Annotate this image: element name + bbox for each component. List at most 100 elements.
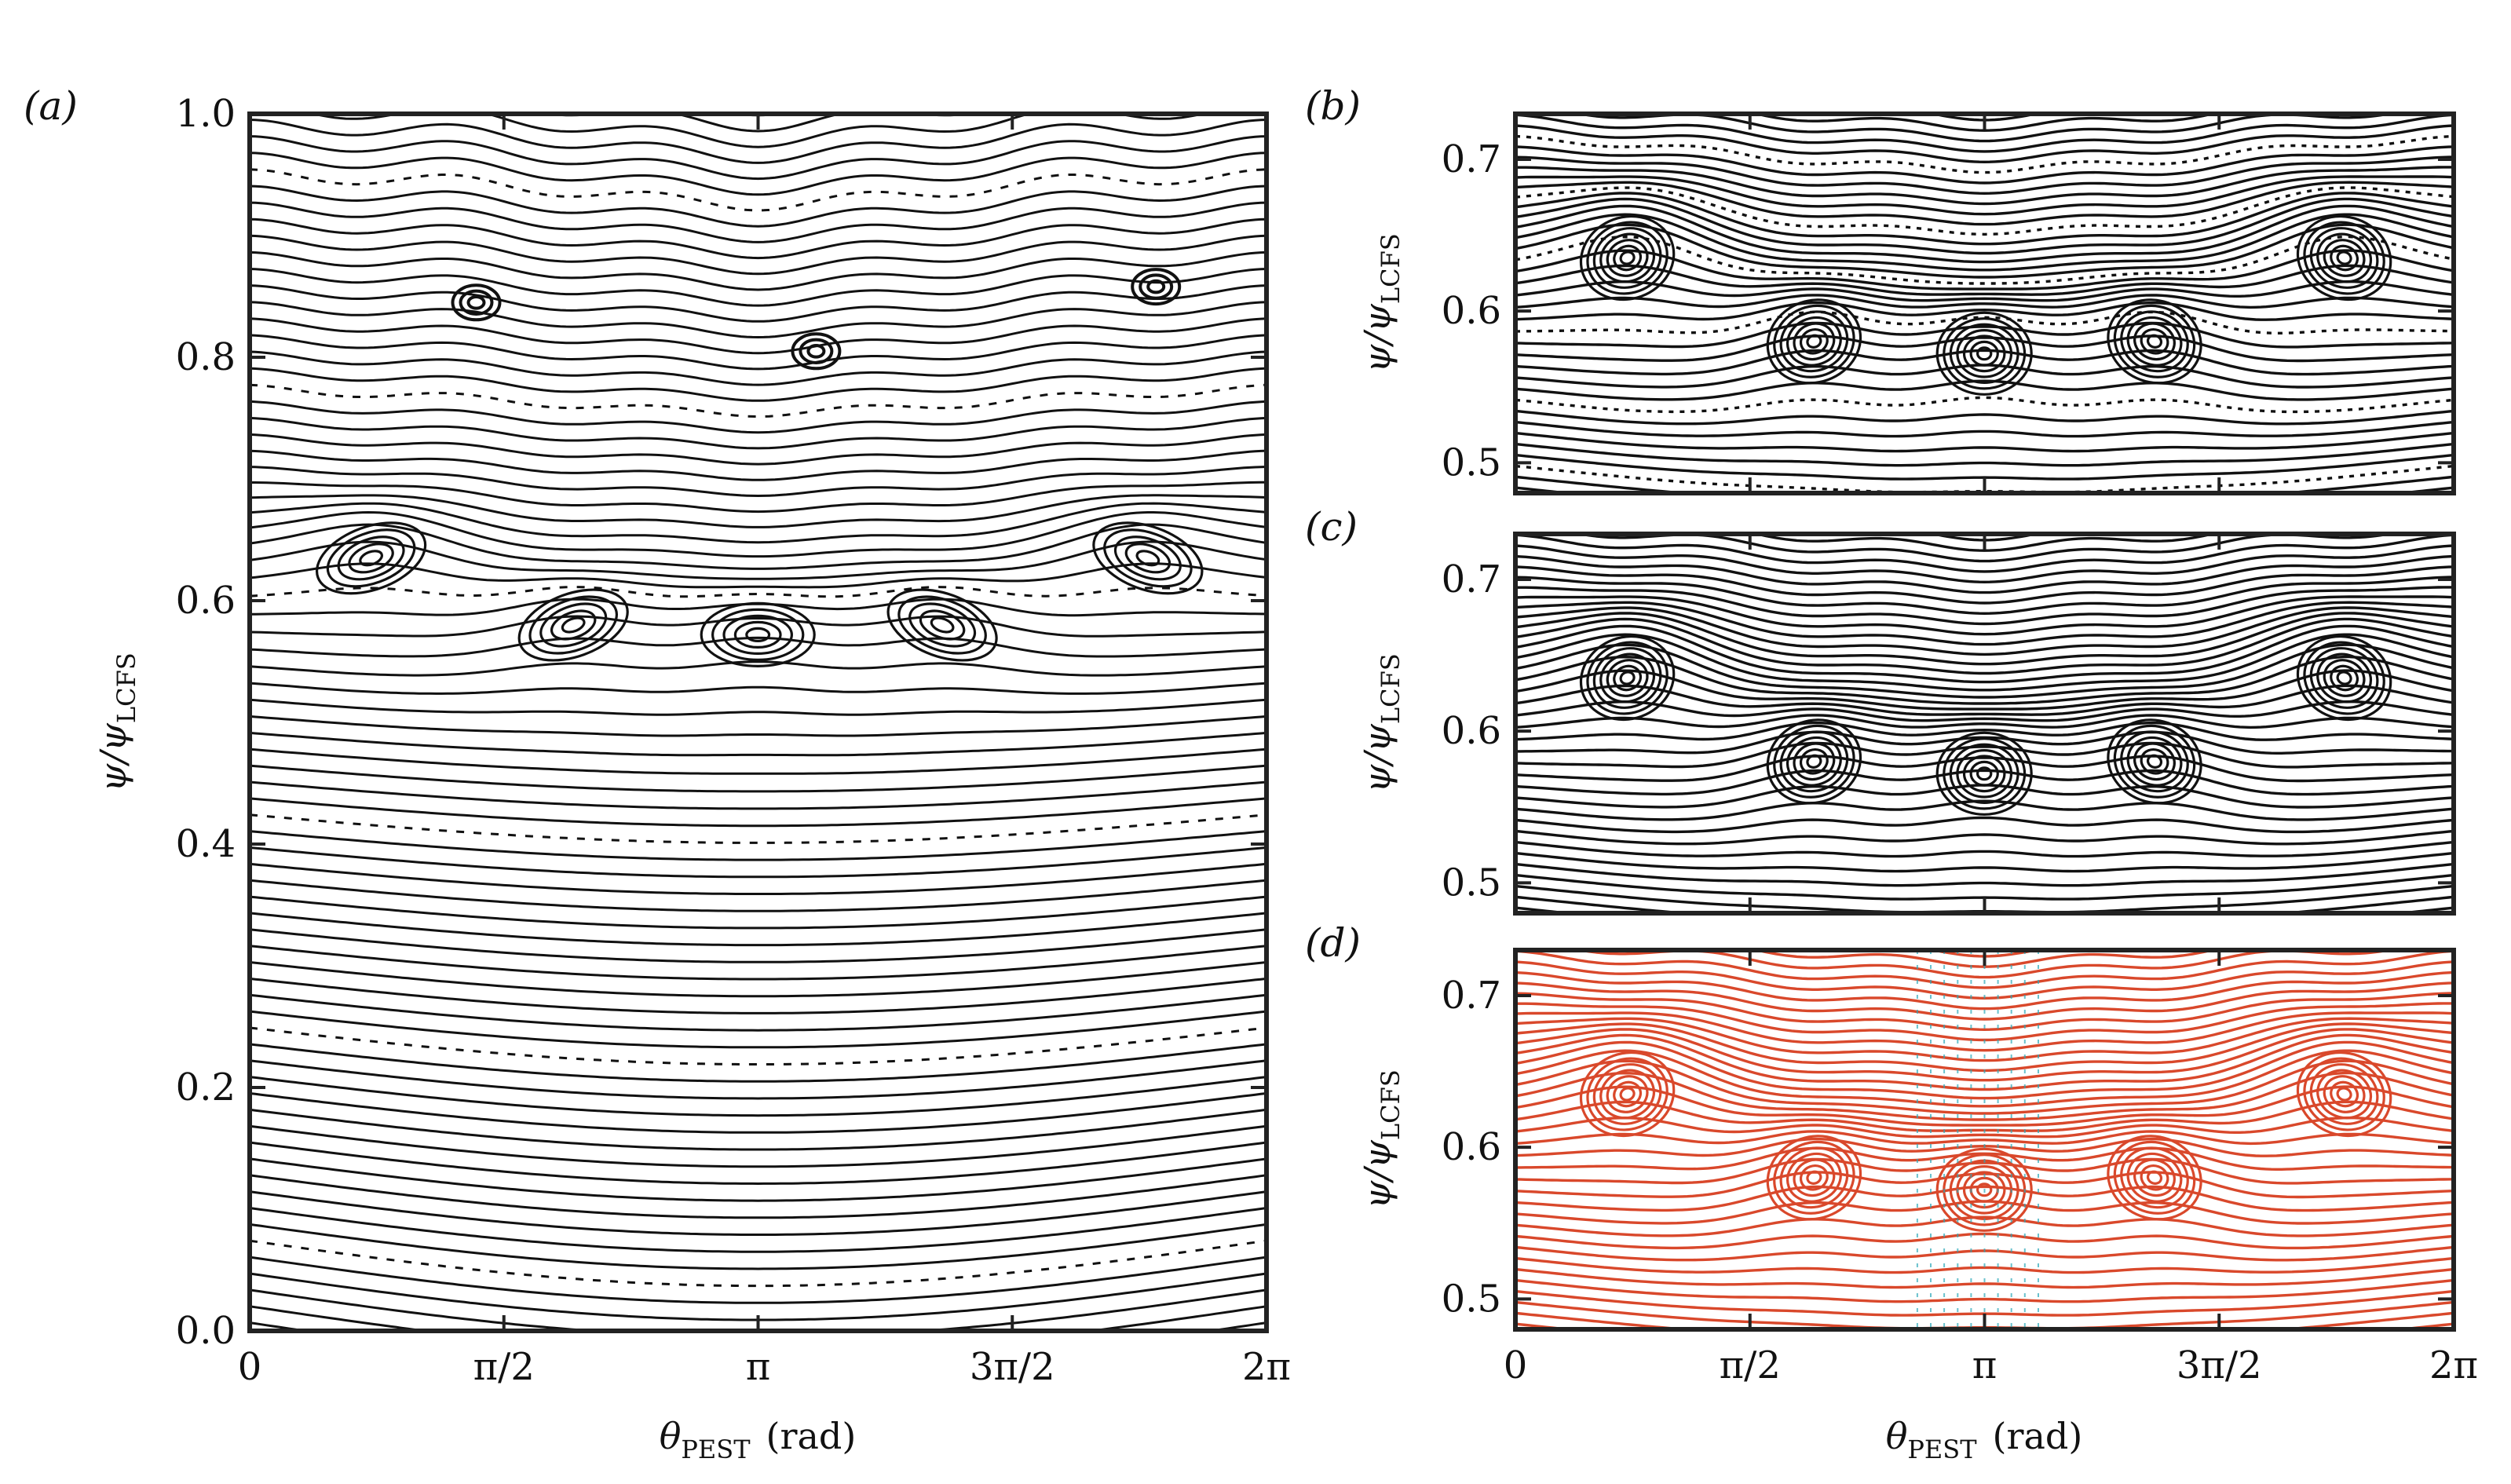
flux-surface-line xyxy=(250,168,1266,212)
flux-surface-line xyxy=(1515,595,2454,636)
flux-surface-line xyxy=(1515,1040,2454,1100)
flux-surface-line xyxy=(250,185,1266,228)
flux-surface-line xyxy=(250,562,1266,589)
magnetic-island-contour xyxy=(517,588,629,662)
flux-surface-line xyxy=(250,284,1266,323)
flux-surface-line xyxy=(1515,204,2454,264)
flux-surface-line xyxy=(1515,1215,2454,1237)
magnetic-island-contour xyxy=(1606,1075,1649,1113)
y-tick-label: 0.7 xyxy=(1442,974,1501,1018)
flux-surface-line xyxy=(250,250,1266,291)
y-tick-label: 0.0 xyxy=(176,1309,236,1353)
flux-surface-line xyxy=(250,586,1266,598)
flux-surface-line xyxy=(1515,1116,2454,1139)
flux-surface-line xyxy=(250,1076,1266,1117)
flux-surface-line xyxy=(1515,643,2454,699)
magnetic-island-contour xyxy=(1599,652,1655,704)
flux-surface-line xyxy=(250,1010,1266,1049)
flux-surface-line xyxy=(1515,49,2454,89)
flux-surface-line xyxy=(1515,280,2454,302)
magnetic-island-contour xyxy=(2120,310,2189,373)
y-tick-label: 0.6 xyxy=(176,579,236,623)
magnetic-island-contour xyxy=(1786,316,1842,367)
y-tick-label: 0.2 xyxy=(176,1065,236,1109)
flux-surface-line xyxy=(250,201,1266,243)
panel-a-ylabel-sub: LCFS xyxy=(111,652,141,723)
outer-island-contour xyxy=(791,332,842,371)
flux-surface-line xyxy=(1515,213,2454,272)
magnetic-island-contour xyxy=(919,609,966,641)
outer-island-contour xyxy=(806,344,826,359)
flux-surface-line xyxy=(250,433,1266,466)
panel-label-b: (b) xyxy=(1305,83,1361,129)
magnetic-island-contour xyxy=(2146,754,2163,769)
magnetic-island-contour xyxy=(326,528,416,588)
flux-surface-line xyxy=(1515,586,2454,626)
flux-surface-line xyxy=(250,494,1266,528)
flux-surface-line xyxy=(1515,741,2454,769)
flux-surface-line xyxy=(250,1207,1266,1253)
flux-surface-line xyxy=(250,764,1266,793)
flux-surface-line xyxy=(1515,492,2454,530)
magnetic-island-contour xyxy=(1962,755,2006,793)
magnetic-island-contour xyxy=(1103,528,1193,588)
flux-surface-line xyxy=(1515,431,2454,453)
panel-d-xlabel-unit: (rad) xyxy=(1993,1415,2083,1457)
magnetic-island-contour xyxy=(2330,664,2359,692)
panel-d-ylabel-sub: LCFS xyxy=(1376,1069,1405,1140)
flux-surface-line xyxy=(1515,38,2454,78)
magnetic-island-contour xyxy=(733,620,782,649)
panel-d-xlabel-main: θ xyxy=(1886,1415,1908,1457)
flux-surface-line xyxy=(250,715,1266,737)
panel-d-xlabel-sub: PEST xyxy=(1907,1435,1977,1464)
svg-text:ψ/ψLCFS: ψ/ψLCFS xyxy=(92,652,141,792)
magnetic-island-contour xyxy=(561,616,586,634)
flux-surface-line xyxy=(250,698,1266,716)
y-tick-label: 0.7 xyxy=(1442,557,1501,601)
flux-surface-line xyxy=(1515,60,2454,99)
magnetic-island-contour xyxy=(1619,1087,1636,1102)
flux-surface-line xyxy=(250,1272,1266,1321)
magnetic-island-contour xyxy=(1124,543,1171,574)
flux-surface-line xyxy=(1515,601,2454,646)
magnetic-island-contour xyxy=(2309,227,2379,289)
flux-surface-line xyxy=(250,400,1266,434)
flux-surface-line xyxy=(1515,992,2454,1032)
axis-ticks: 0 π/2 π 3π/2 2π 0.0 0.2 0.4 0.6 0.8 1.0 0.5 0.6 0.7 0.… xyxy=(176,92,2478,1389)
magnetic-island-contour xyxy=(2323,1075,2366,1113)
x-tick-label: 3π/2 xyxy=(970,1345,1055,1389)
flux-surface-line xyxy=(1515,223,2454,279)
flux-surface-line xyxy=(250,152,1266,196)
magnetic-island-contour xyxy=(1579,634,1676,722)
flux-surface-line xyxy=(250,636,1266,658)
flux-surface-line xyxy=(1515,114,2454,153)
x-tick-label: 0 xyxy=(1504,1343,1528,1387)
flux-surface-line xyxy=(250,1092,1266,1134)
panel-c-ylabel: ψ/ψLCFS xyxy=(1356,653,1405,793)
panel-a-ylabel: ψ/ψLCFS xyxy=(92,652,141,792)
flux-surface-line xyxy=(250,502,1266,544)
x-tick-label: π xyxy=(1972,1343,1997,1387)
panel-a-xlabel: θPEST (rad) xyxy=(660,1415,857,1464)
x-tick-label: 3π/2 xyxy=(2177,1343,2262,1387)
panel-c-ylabel-main: ψ/ψ xyxy=(1356,723,1398,793)
flux-surface-line xyxy=(250,813,1266,844)
flux-surface-line xyxy=(1515,829,2454,846)
flux-surface-line xyxy=(250,1059,1266,1100)
flux-surface-line xyxy=(1515,71,2454,110)
flux-surface-line xyxy=(1515,840,2454,858)
flux-surface-line xyxy=(1515,1017,2454,1062)
flux-surface-line xyxy=(1515,264,2454,296)
flux-surface-line xyxy=(250,1157,1266,1202)
magnetic-island-contour xyxy=(1793,322,1836,361)
y-tick-label: 0.8 xyxy=(176,335,236,379)
magnetic-island-contour xyxy=(2107,1135,2202,1221)
flux-surface-line xyxy=(250,928,1266,963)
flux-surface-line xyxy=(1515,534,2454,573)
magnetic-island-contour xyxy=(315,521,427,595)
x-tick-label: π xyxy=(746,1345,771,1389)
flux-surface-line xyxy=(1515,186,2454,236)
magnetic-island-contour xyxy=(2296,634,2392,722)
flux-surface-line xyxy=(1515,624,2454,684)
flux-surface-line xyxy=(250,977,1266,1014)
